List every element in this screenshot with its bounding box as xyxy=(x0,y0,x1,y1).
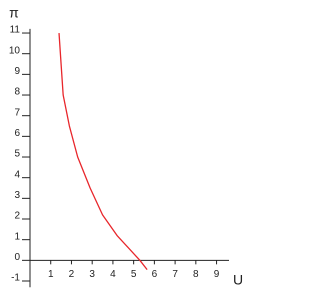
y-tick-label: 9 xyxy=(14,66,20,77)
y-tick-label: 1 xyxy=(14,231,20,242)
x-tick-label: 2 xyxy=(69,269,75,280)
data-line xyxy=(58,32,148,271)
y-axis-label: π xyxy=(9,5,19,21)
x-tick-label: 6 xyxy=(152,269,158,280)
y-tick-label: 11 xyxy=(10,25,21,36)
y-tick-label: 2 xyxy=(14,211,20,222)
y-tick-label: 3 xyxy=(14,190,20,201)
y-tick-label: 7 xyxy=(14,107,20,118)
y-tick-label: 4 xyxy=(14,169,20,180)
x-tick-label: 4 xyxy=(110,269,116,280)
x-tick-label: 1 xyxy=(48,269,54,280)
y-tick-label: 10 xyxy=(9,45,21,56)
y-tick-label: 8 xyxy=(14,87,20,98)
x-tick-label: 7 xyxy=(172,269,178,280)
y-tick-label: 5 xyxy=(14,149,20,160)
x-tick-label: 3 xyxy=(89,269,95,280)
x-tick-label: 8 xyxy=(193,269,199,280)
y-tick-label: -1 xyxy=(11,273,20,284)
x-tick-label: 9 xyxy=(214,269,220,280)
y-tick-label: 0 xyxy=(14,252,20,263)
y-tick-label: 6 xyxy=(14,128,20,139)
x-tick-label: 5 xyxy=(131,269,137,280)
x-axis-label: U xyxy=(233,272,243,288)
